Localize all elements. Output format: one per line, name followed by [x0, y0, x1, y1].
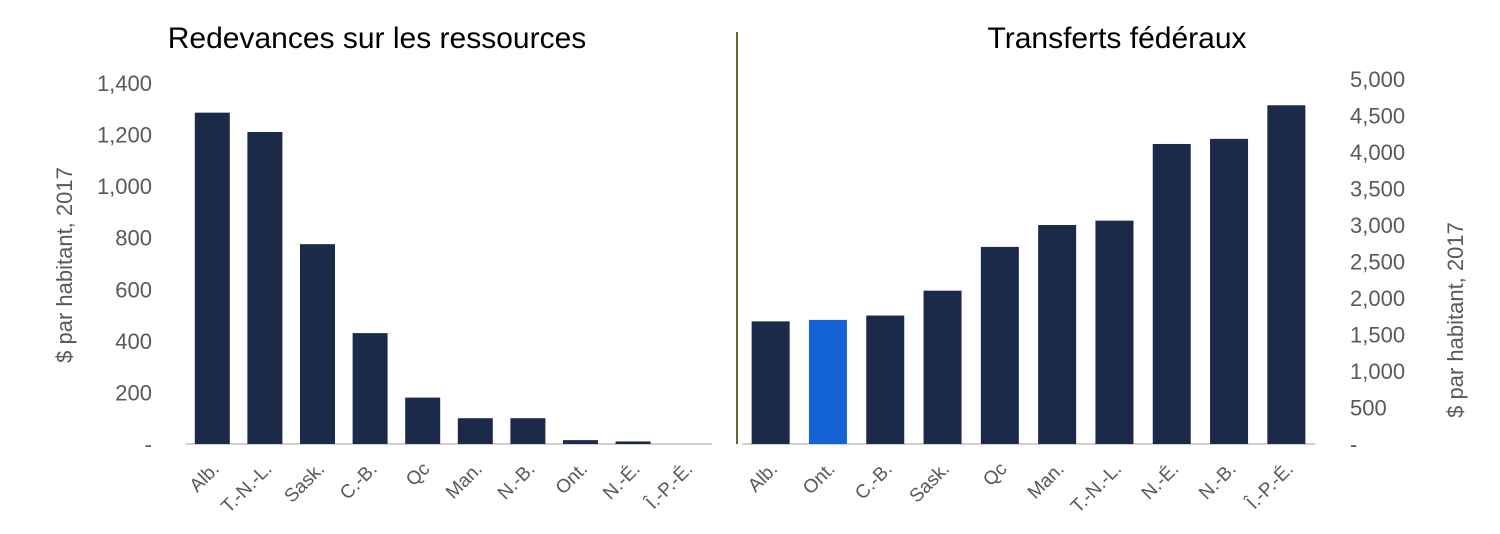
- right-y-tick-label: 1,000: [1350, 359, 1405, 384]
- right-y-tick-label: 3,000: [1350, 213, 1405, 238]
- right-y-tick-label: 5,000: [1350, 67, 1405, 92]
- right-plot-area: - 500 1,000 1,500 2,000 2,500 3,000 3,500 4,000 4…: [742, 67, 1405, 518]
- right-category-label: C.-B.: [851, 459, 896, 504]
- left-bar: [510, 418, 546, 444]
- left-bar: [300, 244, 335, 444]
- left-chart-title: Redevances sur les ressources: [168, 22, 587, 55]
- right-y-tick-label: 2,500: [1350, 250, 1405, 275]
- left-category-label: Ont.: [552, 459, 592, 499]
- left-category-label: Î.-P.-É.: [641, 458, 697, 514]
- right-y-tick-label: -: [1350, 432, 1357, 457]
- right-bar: [923, 290, 962, 444]
- left-category-label: C.-B.: [336, 459, 381, 504]
- right-bar: [866, 315, 905, 444]
- left-bar: [563, 440, 598, 444]
- right-y-tick-label: 2,000: [1350, 286, 1405, 311]
- left-y-tick-label: 200: [115, 380, 152, 405]
- left-y-tick-label: 400: [115, 329, 152, 354]
- right-y-tick-label: 1,500: [1350, 323, 1405, 348]
- left-category-label: Sask.: [281, 459, 329, 507]
- left-bar: [194, 112, 230, 445]
- left-y-tick-label: 1,200: [97, 123, 152, 148]
- left-y-tick-label: -: [145, 432, 152, 457]
- right-category-label: N.-É.: [1138, 459, 1183, 504]
- left-bar: [247, 131, 283, 444]
- right-category-label: Î.-P.-É.: [1242, 458, 1298, 514]
- right-category-label: Qc: [979, 459, 1011, 491]
- left-y-tick-label: 800: [115, 226, 152, 251]
- left-category-label: Alb.: [186, 459, 224, 497]
- left-bar: [405, 397, 441, 444]
- right-bar: [1152, 143, 1191, 444]
- right-bar: [808, 319, 847, 444]
- right-bar: [1038, 225, 1077, 444]
- right-bar: [980, 246, 1019, 444]
- left-bar: [615, 441, 651, 444]
- right-y-tick-label: 500: [1350, 396, 1387, 421]
- left-y-axis-label: $ par habitant, 2017: [52, 167, 77, 363]
- right-bar: [751, 321, 790, 444]
- right-y-tick-label: 3,500: [1350, 177, 1405, 202]
- left-bar: [457, 418, 493, 444]
- left-plot-area: - 200 400 600 800 1,000 1,200 1,400 Alb.T.-N.-L.…: [97, 71, 712, 518]
- left-y-tick-label: 1,000: [97, 174, 152, 199]
- left-category-label: Qc: [402, 459, 434, 491]
- left-category-label: N.-B.: [494, 459, 539, 504]
- right-bar: [1095, 220, 1134, 444]
- right-y-tick-label: 4,000: [1350, 140, 1405, 165]
- right-chart-title: Transferts fédéraux: [988, 22, 1247, 55]
- right-category-label: Sask.: [906, 459, 954, 507]
- left-bar: [352, 333, 388, 444]
- right-category-label: Man.: [1024, 459, 1069, 504]
- left-category-label: Man.: [442, 459, 487, 504]
- right-bar: [1210, 138, 1249, 445]
- right-y-tick-label: 4,500: [1350, 104, 1405, 129]
- left-y-tick-label: 600: [115, 277, 152, 302]
- right-category-label: Ont.: [799, 459, 839, 499]
- right-bar: [1267, 105, 1306, 444]
- left-y-tick-label: 1,400: [97, 71, 152, 96]
- left-category-label: T.-N.-L.: [218, 459, 277, 518]
- right-category-label: N.-B.: [1195, 459, 1240, 504]
- right-category-label: T.-N.-L.: [1067, 459, 1126, 518]
- left-category-label: N.-É.: [599, 459, 644, 504]
- right-category-label: Alb.: [744, 459, 782, 497]
- right-y-axis-label: $ par habitant, 2017: [1443, 222, 1468, 418]
